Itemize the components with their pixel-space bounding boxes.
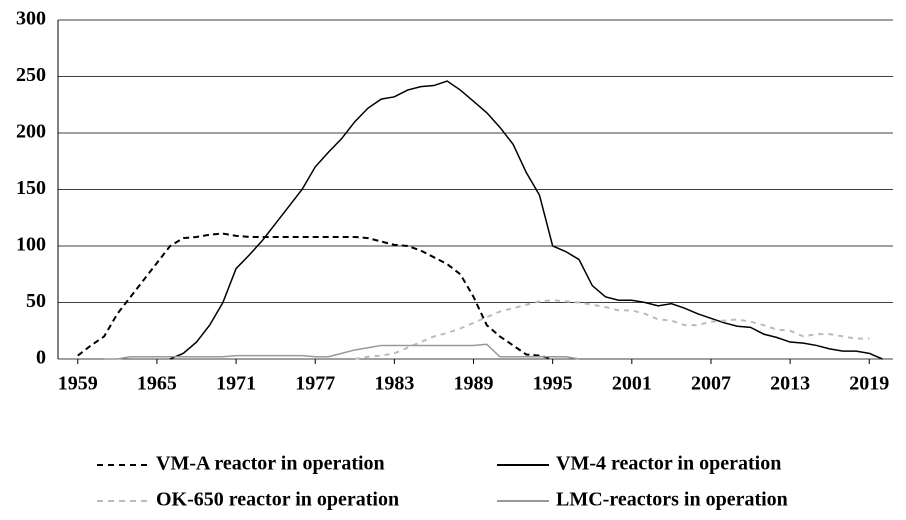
x-tick-label: 1983 bbox=[374, 373, 414, 395]
x-tick-label: 1995 bbox=[533, 373, 573, 395]
x-tick-label: 2007 bbox=[691, 373, 731, 395]
x-tick-label: 1971 bbox=[216, 373, 256, 395]
x-tick-label: 1965 bbox=[137, 373, 177, 395]
x-tick-label: 1989 bbox=[454, 373, 494, 395]
legend-label: VM-4 reactor in operation bbox=[556, 453, 781, 475]
legend-label: VM-A reactor in operation bbox=[156, 453, 385, 475]
y-tick-label: 200 bbox=[16, 121, 46, 143]
legend-label: OK-650 reactor in operation bbox=[156, 489, 399, 511]
series-line bbox=[104, 343, 580, 360]
series-line bbox=[77, 232, 553, 360]
series-line bbox=[169, 80, 883, 360]
y-tick-label: 50 bbox=[26, 290, 46, 312]
legend-label: LMC-reactors in operation bbox=[556, 489, 788, 511]
x-tick-label: 2001 bbox=[612, 373, 652, 395]
x-tick-label: 1977 bbox=[295, 373, 335, 395]
x-tick-label: 2013 bbox=[770, 373, 810, 395]
x-tick-label: 2019 bbox=[849, 373, 889, 395]
y-tick-label: 150 bbox=[16, 177, 46, 199]
y-tick-label: 300 bbox=[16, 8, 46, 30]
y-tick-label: 0 bbox=[36, 347, 46, 369]
y-tick-label: 100 bbox=[16, 234, 46, 256]
y-tick-label: 250 bbox=[16, 64, 46, 86]
x-tick-label: 1959 bbox=[58, 373, 98, 395]
series-line bbox=[354, 299, 870, 360]
